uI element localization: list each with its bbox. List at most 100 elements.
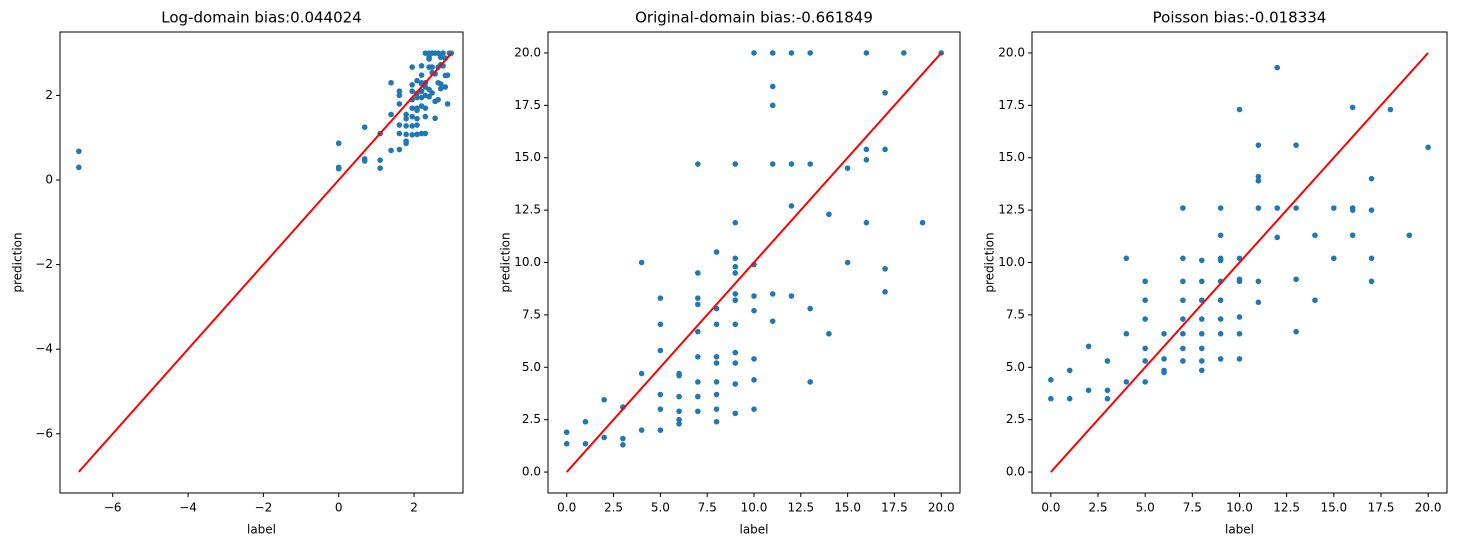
identity-line bbox=[1050, 52, 1429, 473]
point bbox=[1217, 356, 1224, 362]
point bbox=[1349, 207, 1356, 213]
point bbox=[1217, 297, 1224, 304]
x-tick-label: 5.0 bbox=[1136, 501, 1155, 515]
point bbox=[1142, 358, 1148, 364]
point bbox=[788, 293, 795, 299]
point bbox=[414, 94, 420, 101]
point bbox=[1048, 395, 1054, 402]
point bbox=[732, 381, 739, 387]
point bbox=[1331, 205, 1337, 211]
point bbox=[882, 265, 888, 272]
point bbox=[1217, 257, 1224, 264]
y-tick-label: 0 bbox=[45, 173, 53, 187]
point bbox=[1180, 345, 1186, 352]
point bbox=[396, 88, 403, 95]
point bbox=[863, 146, 870, 153]
point bbox=[620, 435, 626, 442]
identity-line bbox=[78, 52, 453, 473]
point bbox=[713, 249, 720, 255]
point bbox=[422, 105, 429, 111]
y-tick-label: 0.0 bbox=[522, 465, 541, 479]
chart-title: Original-domain bias:-0.661849 bbox=[635, 9, 873, 27]
x-tick-label: 15.0 bbox=[1320, 501, 1347, 515]
y-tick-label: 2 bbox=[45, 88, 53, 102]
point bbox=[361, 158, 368, 164]
point bbox=[676, 408, 682, 415]
y-tick-label: −6 bbox=[35, 426, 53, 440]
point bbox=[751, 356, 757, 362]
point bbox=[1425, 144, 1431, 151]
point bbox=[695, 379, 701, 385]
y-tick-label: 2.5 bbox=[522, 412, 541, 426]
point bbox=[882, 89, 888, 96]
point bbox=[901, 50, 907, 56]
point bbox=[863, 219, 870, 226]
y-tick-label: 5.0 bbox=[1006, 360, 1025, 374]
point bbox=[807, 50, 813, 56]
point bbox=[732, 219, 739, 226]
point bbox=[788, 50, 795, 56]
point bbox=[76, 164, 82, 171]
point bbox=[826, 330, 832, 337]
point bbox=[429, 64, 435, 70]
point bbox=[409, 64, 415, 70]
point bbox=[1236, 330, 1243, 337]
point bbox=[409, 105, 415, 111]
point bbox=[1123, 255, 1130, 262]
point bbox=[1255, 173, 1262, 180]
point bbox=[1180, 358, 1186, 364]
point bbox=[769, 50, 776, 56]
point bbox=[1085, 387, 1092, 394]
point bbox=[1331, 255, 1337, 262]
y-tick-label: 20.0 bbox=[998, 45, 1025, 59]
y-tick-label: 7.5 bbox=[522, 307, 541, 321]
point bbox=[435, 50, 441, 56]
x-axis-label: label bbox=[739, 523, 768, 537]
point bbox=[638, 427, 645, 433]
point bbox=[695, 301, 701, 308]
point bbox=[657, 321, 664, 328]
point bbox=[435, 96, 441, 103]
point bbox=[657, 295, 664, 301]
y-axis-label: prediction bbox=[983, 232, 997, 292]
point bbox=[788, 203, 795, 209]
point bbox=[713, 353, 720, 360]
point bbox=[676, 393, 682, 400]
point bbox=[414, 131, 420, 138]
point bbox=[732, 349, 739, 356]
x-tick-label: 0 bbox=[335, 501, 343, 515]
y-tick-label: 17.5 bbox=[998, 98, 1025, 112]
y-tick-label: 10.0 bbox=[998, 255, 1025, 269]
point bbox=[1274, 64, 1281, 71]
y-tick-label: 15.0 bbox=[998, 150, 1025, 164]
point bbox=[676, 372, 682, 379]
point bbox=[807, 305, 813, 312]
point bbox=[1104, 387, 1111, 394]
y-tick-label: 10.0 bbox=[514, 255, 541, 269]
point bbox=[582, 440, 589, 447]
point bbox=[388, 79, 394, 86]
point bbox=[638, 259, 645, 266]
point bbox=[620, 442, 626, 448]
point bbox=[713, 391, 720, 398]
x-tick-label: −6 bbox=[104, 501, 122, 515]
point bbox=[396, 146, 403, 153]
point bbox=[751, 377, 757, 383]
x-tick-label: 0.0 bbox=[557, 501, 576, 515]
point bbox=[437, 81, 444, 87]
point bbox=[437, 54, 444, 61]
point bbox=[713, 406, 720, 412]
point bbox=[695, 393, 701, 400]
point bbox=[414, 77, 420, 84]
point bbox=[409, 113, 415, 120]
point bbox=[422, 130, 429, 137]
point bbox=[657, 391, 664, 398]
point bbox=[713, 379, 720, 385]
point bbox=[1180, 205, 1186, 211]
y-tick-label: −2 bbox=[35, 257, 53, 271]
point bbox=[1217, 316, 1224, 322]
point bbox=[1142, 297, 1148, 304]
point bbox=[1180, 330, 1186, 337]
point bbox=[414, 107, 420, 114]
point bbox=[582, 418, 589, 425]
